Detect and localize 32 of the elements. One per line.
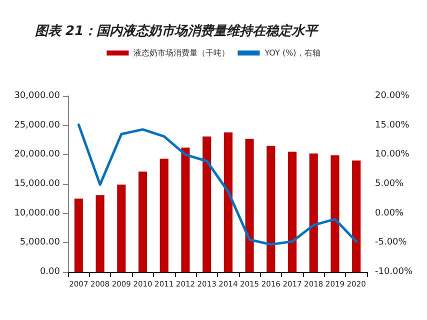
legend-label: YOY (%)，右轴 [264,48,320,58]
bar [330,155,340,272]
y2-tick-label: 20.00% [375,91,410,101]
y-tick-label: 25,000.00 [14,120,60,130]
bar [224,132,232,272]
y2-tick-label: -5.00% [375,238,408,248]
y-tick-label: 20,000.00 [14,150,60,160]
bar [266,146,276,272]
bar [309,153,318,272]
y-tick-label: 15,000.00 [14,179,60,189]
bar [181,148,190,272]
y-tick-label: 0.00 [40,267,60,277]
bar [245,138,254,272]
y-tick-label: 5,000.00 [20,238,60,248]
bar [138,172,148,272]
y-tick-label: 10,000.00 [14,208,60,218]
legend-label: 液态奶市场消费量（千吨） [134,48,230,58]
chart-title: 图表 21：国内液态奶市场消费量维持在稳定水平 [35,23,320,39]
y-tick-label: 30,000.00 [14,91,60,101]
y2-tick-label: -10.00% [375,267,414,277]
bar [160,158,168,272]
bar [74,198,83,272]
y2-tick-label: 10.00% [375,150,410,160]
bar [96,195,104,272]
bar [117,184,126,272]
bar [352,160,361,272]
bar [288,152,297,272]
y2-tick-label: 15.00% [375,120,410,130]
y2-tick-label: 0.00% [375,208,404,218]
bar [202,136,212,272]
y2-tick-label: 5.00% [375,179,404,189]
line-series [77,123,358,246]
